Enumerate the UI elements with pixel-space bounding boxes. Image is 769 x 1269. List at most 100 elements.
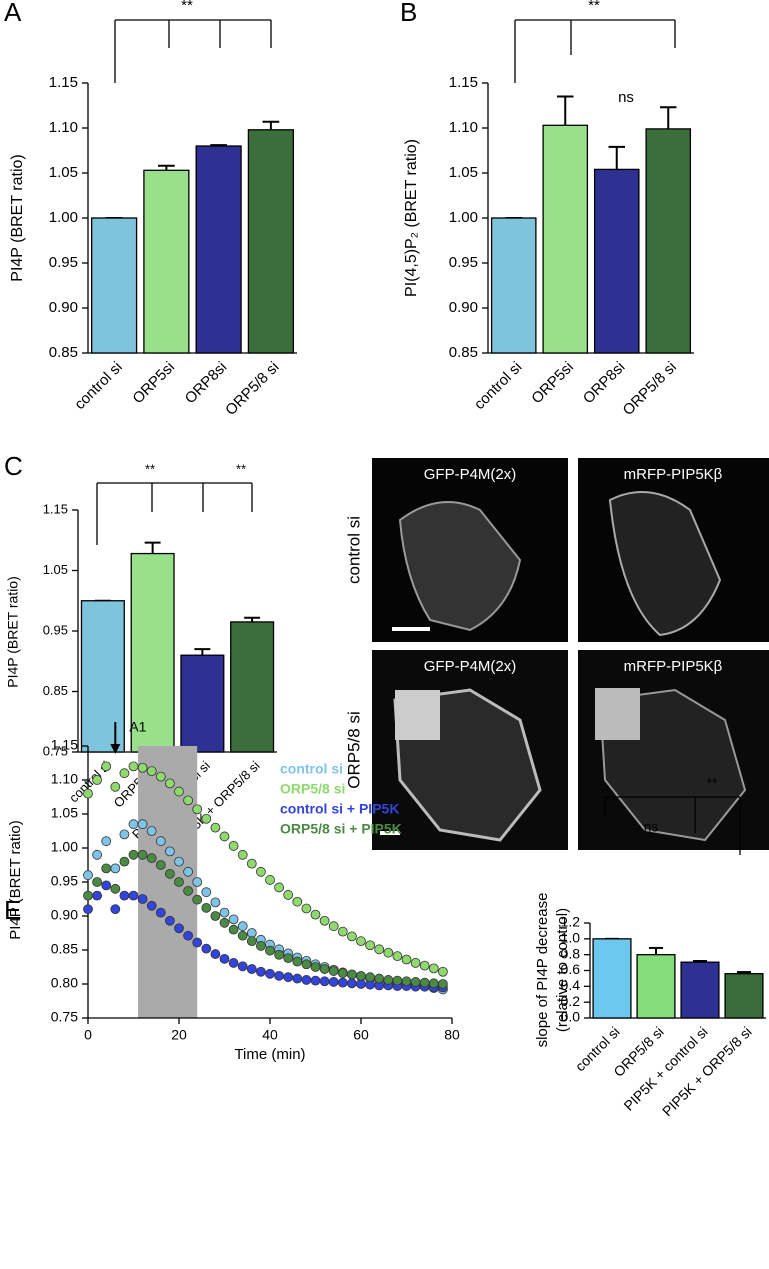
x-tick-label: 0 <box>84 1027 92 1043</box>
point <box>101 761 112 772</box>
annotation: ** <box>181 0 193 14</box>
point <box>237 849 248 860</box>
bar <box>195 145 242 354</box>
y-tick-label: 0.95 <box>43 622 68 637</box>
y-tick-label: 1.10 <box>449 119 478 136</box>
point <box>228 841 239 851</box>
point <box>301 959 312 970</box>
bar <box>230 621 275 753</box>
annotation: ** <box>236 461 246 476</box>
cell-bright <box>395 690 440 740</box>
point <box>164 846 175 857</box>
point <box>92 849 102 860</box>
y-tick-label: 0.0 <box>561 1009 581 1025</box>
y-axis-label: PI4P (BRET ratio) <box>7 820 24 940</box>
point <box>274 970 285 981</box>
point <box>237 930 248 941</box>
column-label: mRFP-PIP5Kβ <box>624 466 723 483</box>
point <box>201 813 212 824</box>
point <box>410 977 421 987</box>
point <box>356 970 366 981</box>
point <box>119 829 130 840</box>
bar <box>645 128 692 354</box>
point <box>210 949 221 959</box>
bar <box>680 961 720 1019</box>
point <box>292 973 303 984</box>
point <box>119 890 130 901</box>
y-tick-label: 0.95 <box>49 254 78 271</box>
point <box>292 896 303 907</box>
point <box>255 966 266 977</box>
cell <box>608 491 722 637</box>
y-tick-label: 1.05 <box>449 164 478 181</box>
y-tick-label: 1.10 <box>51 771 78 787</box>
y-tick-label: 1.15 <box>43 501 68 516</box>
point <box>319 976 330 987</box>
point <box>183 866 194 877</box>
point <box>183 930 194 941</box>
point <box>246 936 257 947</box>
x-tick-label: ORP8si <box>580 359 629 408</box>
bar <box>91 217 138 354</box>
y-tick-label: 1.05 <box>43 562 68 577</box>
y-tick-label: 0.95 <box>449 254 478 271</box>
bar <box>130 552 175 753</box>
y-tick-label: 0.8 <box>561 945 581 961</box>
point <box>437 966 448 977</box>
y-tick-label: 0.2 <box>561 993 581 1009</box>
bar <box>143 169 190 354</box>
point <box>110 781 121 792</box>
point <box>346 978 357 989</box>
point <box>374 973 385 984</box>
point <box>219 917 230 928</box>
point <box>174 923 184 934</box>
point <box>128 849 139 860</box>
y-axis-label: slope of PI4P decrease <box>534 893 551 1048</box>
point <box>346 931 357 942</box>
y-tick-label: 0.90 <box>49 299 78 316</box>
annotation: ** <box>707 775 718 791</box>
point <box>246 964 257 974</box>
point <box>228 924 239 935</box>
point <box>192 804 203 815</box>
y-tick-label: 1.05 <box>51 805 78 821</box>
y-tick-label: 1.2 <box>561 914 581 930</box>
y-tick-label: 1.00 <box>449 209 478 226</box>
x-tick-label: ORP5/8 si <box>222 359 282 419</box>
point <box>201 902 212 913</box>
point <box>328 966 339 976</box>
point <box>110 863 121 874</box>
bar <box>80 600 125 753</box>
point <box>164 868 175 879</box>
point <box>155 907 166 918</box>
point <box>192 894 203 905</box>
point <box>174 786 184 797</box>
y-axis-label: (relative to control) <box>554 908 571 1032</box>
point <box>265 945 275 956</box>
y-tick-label: 1.10 <box>49 119 78 136</box>
point <box>146 826 157 836</box>
legend-label: control si <box>280 761 343 777</box>
x-tick-label: ORP5si <box>129 359 178 408</box>
point <box>310 975 321 986</box>
x-tick-label: control si <box>71 359 125 413</box>
bar <box>724 973 764 1019</box>
point <box>310 962 321 972</box>
row-label: control si <box>344 516 363 584</box>
x-tick-label: ORP5si <box>528 359 577 408</box>
panel-letter: B <box>400 0 417 27</box>
point <box>374 944 385 955</box>
x-axis-label: Time (min) <box>234 1046 305 1063</box>
bar <box>542 124 589 354</box>
point <box>401 954 412 965</box>
point <box>356 979 366 989</box>
point <box>164 915 175 926</box>
point <box>110 883 121 894</box>
point <box>246 928 257 938</box>
point <box>201 943 212 954</box>
y-tick-label: 0.80 <box>51 975 78 991</box>
point <box>101 880 112 891</box>
point <box>410 958 421 968</box>
point <box>283 890 294 900</box>
legend-label: ORP5/8 si + PIP5K <box>280 821 402 837</box>
